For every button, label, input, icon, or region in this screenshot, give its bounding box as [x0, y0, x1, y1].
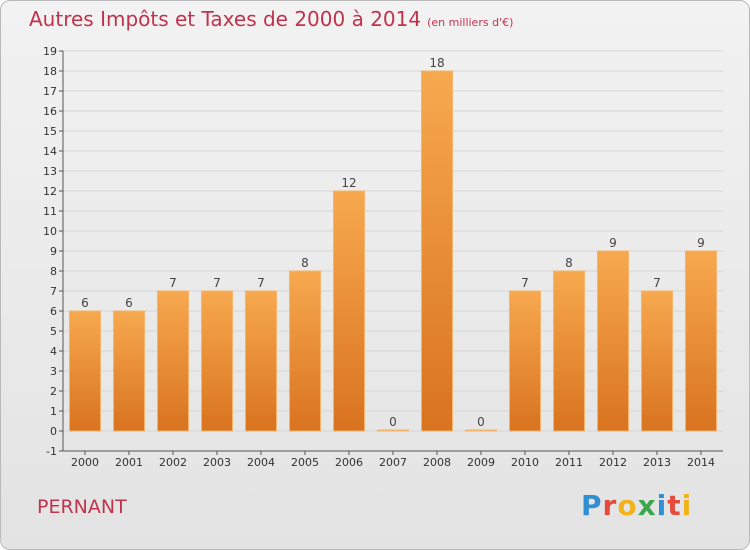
- x-tick-label-2006: 2006: [335, 456, 363, 469]
- bar-2008: [421, 70, 453, 432]
- y-tick-label: 17: [43, 85, 57, 98]
- bar-2009: [465, 429, 497, 432]
- bar-2000: [69, 310, 101, 432]
- x-tick-label-2013: 2013: [643, 456, 671, 469]
- y-tick-label: 12: [43, 185, 57, 198]
- x-tick-label-2010: 2010: [511, 456, 539, 469]
- y-tick-label: 6: [50, 305, 57, 318]
- x-tick-label-2003: 2003: [203, 456, 231, 469]
- y-tick-label: 0: [50, 425, 57, 438]
- data-label-2006: 12: [341, 176, 356, 190]
- x-tick-label-2007: 2007: [379, 456, 407, 469]
- y-tick-label: 2: [50, 385, 57, 398]
- data-label-2009: 0: [477, 415, 485, 429]
- bar-2010: [509, 290, 541, 432]
- bar-2013: [641, 290, 673, 432]
- y-tick-label: 18: [43, 65, 57, 78]
- data-label-2000: 6: [81, 296, 89, 310]
- data-labels: 6 6 7 7 7 8 12 0 18 0 7 8 9 7 9: [81, 56, 705, 429]
- bars: [69, 70, 717, 432]
- chart-title: Autres Impôts et Taxes de 2000 à 2014 (en…: [29, 7, 513, 31]
- logo-letter: o: [617, 489, 638, 522]
- bar-2006: [333, 190, 365, 432]
- data-label-2007: 0: [389, 415, 397, 429]
- bar-2012: [597, 250, 629, 432]
- y-tick-label: 14: [43, 145, 57, 158]
- y-tick-label: 5: [50, 325, 57, 338]
- y-tick-label: 7: [50, 285, 57, 298]
- logo-letter: r: [602, 489, 618, 522]
- data-label-2008: 18: [429, 56, 444, 70]
- data-label-2010: 7: [521, 276, 529, 290]
- commune-name: PERNANT: [37, 496, 127, 518]
- bar-2004: [245, 290, 277, 432]
- bar-2014: [685, 250, 717, 432]
- y-tick-label: 8: [50, 265, 57, 278]
- x-tick-label-2005: 2005: [291, 456, 319, 469]
- bar-2002: [157, 290, 189, 432]
- x-tick-label-2012: 2012: [599, 456, 627, 469]
- x-tick-label-2004: 2004: [247, 456, 275, 469]
- y-tick-label: 3: [50, 365, 57, 378]
- y-tick-label: -1: [46, 445, 57, 458]
- data-label-2002: 7: [169, 276, 177, 290]
- data-label-2014: 9: [697, 236, 705, 250]
- y-tick-label: 1: [50, 405, 57, 418]
- data-label-2003: 7: [213, 276, 221, 290]
- chart-title-unit: (en milliers d'€): [427, 16, 514, 29]
- data-label-2004: 7: [257, 276, 265, 290]
- bar-2001: [113, 310, 145, 432]
- logo-letter: i: [681, 489, 693, 522]
- logo-letter: x: [637, 489, 657, 522]
- logo-letter: i: [656, 489, 668, 522]
- bar-2005: [289, 270, 321, 432]
- y-tick-label: 15: [43, 125, 57, 138]
- data-label-2011: 8: [565, 256, 573, 270]
- x-tick-label-2011: 2011: [555, 456, 583, 469]
- y-tick-label: 13: [43, 165, 57, 178]
- y-tick-label: 19: [43, 45, 57, 58]
- x-tick-label-2002: 2002: [159, 456, 187, 469]
- y-tick-label: 4: [50, 345, 57, 358]
- bar-2011: [553, 270, 585, 432]
- x-tick-label-2009: 2009: [467, 456, 495, 469]
- y-tick-label: 11: [43, 205, 57, 218]
- data-label-2013: 7: [653, 276, 661, 290]
- logo-letter: t: [667, 489, 682, 522]
- x-tick-label-2001: 2001: [115, 456, 143, 469]
- data-label-2012: 9: [609, 236, 617, 250]
- bar-2007: [377, 429, 409, 432]
- x-tick-label-2014: 2014: [687, 456, 715, 469]
- y-tick-label: 16: [43, 105, 57, 118]
- proxiti-logo[interactable]: Proxiti: [581, 489, 692, 522]
- logo-letter: P: [581, 489, 603, 522]
- x-tick-label-2008: 2008: [423, 456, 451, 469]
- bar-2003: [201, 290, 233, 432]
- y-tick-label: 10: [43, 225, 57, 238]
- y-tick-label: 9: [50, 245, 57, 258]
- data-label-2001: 6: [125, 296, 133, 310]
- data-label-2005: 8: [301, 256, 309, 270]
- x-tick-label-2000: 2000: [71, 456, 99, 469]
- chart-title-text: Autres Impôts et Taxes de 2000 à 2014: [29, 7, 422, 31]
